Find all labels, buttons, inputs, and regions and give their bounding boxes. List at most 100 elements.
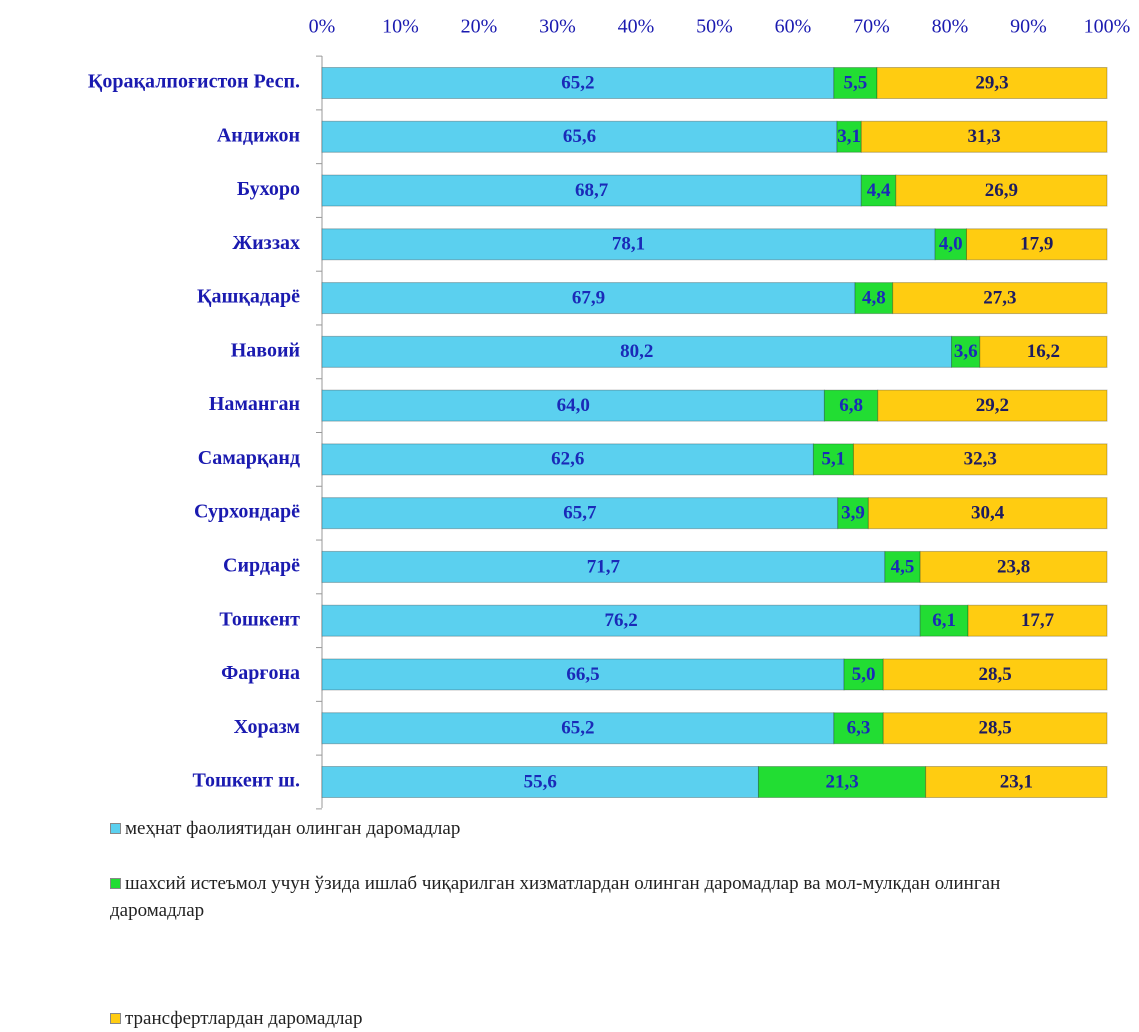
category-label: Наманган <box>209 393 300 415</box>
bar-segment <box>967 604 1108 637</box>
bar-segment <box>812 443 854 476</box>
legend-entry: меҳнат фаолиятидан олинган даромадлар <box>110 815 1070 842</box>
bar-segment <box>877 389 1108 422</box>
legend-swatch <box>110 878 121 889</box>
value-label: 4,0 <box>939 234 963 255</box>
value-label: 29,2 <box>976 395 1009 416</box>
category-label: Жиззах <box>232 232 300 254</box>
bar-segment <box>833 712 884 745</box>
bar-segment <box>965 228 1108 261</box>
bar-segment <box>321 389 825 422</box>
bar-segment <box>321 335 953 368</box>
x-tick-label: 90% <box>1010 16 1047 38</box>
value-label: 65,2 <box>561 718 594 739</box>
value-label: 62,6 <box>551 449 584 470</box>
chart: 0% 10% 20% 30% 40% 50% 60% 70% 80% 90% 100% Қорақал… <box>88 16 1130 810</box>
value-label: 80,2 <box>620 341 653 362</box>
value-label: 66,5 <box>566 664 599 685</box>
bar-segment <box>757 766 927 798</box>
value-label: 21,3 <box>825 771 858 792</box>
value-label: 3,6 <box>954 341 978 362</box>
bar-segment <box>836 120 862 153</box>
category-label: Хоразм <box>234 716 300 738</box>
bar-segment <box>321 766 759 798</box>
value-label: 4,5 <box>891 556 915 577</box>
category-label: Сурхондарё <box>194 501 300 523</box>
bar-segment <box>321 174 862 207</box>
bar-segment <box>867 497 1108 530</box>
bar-segment <box>919 604 969 637</box>
category-label: Андижон <box>217 124 300 146</box>
value-label: 3,1 <box>837 126 861 147</box>
value-label: 5,5 <box>844 72 868 93</box>
x-tick-label: 20% <box>461 16 498 38</box>
value-label: 55,6 <box>524 771 557 792</box>
category-label: Самарқанд <box>198 447 300 469</box>
value-label: 30,4 <box>971 503 1005 524</box>
value-label: 67,9 <box>572 287 605 308</box>
value-label: 64,0 <box>557 395 590 416</box>
bar-segment <box>882 712 1108 745</box>
bar-segment <box>852 443 1108 476</box>
legend-label: меҳнат фаолиятидан олинган даромадлар <box>125 818 461 839</box>
category-label: Қорақалпоғистон Респ. <box>88 71 300 93</box>
value-label: 4,8 <box>862 287 886 308</box>
bar-segment <box>321 550 886 583</box>
value-label: 23,8 <box>997 556 1030 577</box>
bar-segment <box>321 67 835 99</box>
value-label: 28,5 <box>979 718 1012 739</box>
value-label: 27,3 <box>983 287 1016 308</box>
bar-segment <box>892 282 1108 315</box>
bar-segment <box>833 67 878 99</box>
x-tick-label: 0% <box>309 16 336 38</box>
bar-segment <box>321 658 845 691</box>
legend-label: шахсий истеъмол учун ўзида ишлаб чиқарил… <box>110 873 1001 921</box>
category-label: Тошкент ш. <box>193 770 300 792</box>
x-tick-label: 80% <box>932 16 969 38</box>
bar-segment <box>882 658 1108 691</box>
value-label: 17,7 <box>1021 610 1055 631</box>
value-label: 71,7 <box>587 556 621 577</box>
value-label: 68,7 <box>575 180 609 201</box>
value-label: 5,0 <box>852 664 876 685</box>
bar-segment <box>934 228 967 261</box>
value-label: 65,2 <box>561 72 594 93</box>
category-label: Бухоро <box>237 178 300 200</box>
bar-segment <box>860 120 1108 153</box>
bar-segment <box>895 174 1108 207</box>
bar-segment <box>321 228 936 261</box>
value-label: 32,3 <box>964 449 997 470</box>
x-tick-label: 70% <box>853 16 890 38</box>
bar-segment <box>823 389 879 422</box>
bar-segment <box>321 282 856 315</box>
value-label: 29,3 <box>975 72 1008 93</box>
x-tick-label: 40% <box>618 16 655 38</box>
value-label: 3,9 <box>841 503 865 524</box>
category-label: Қашқадарё <box>197 286 300 308</box>
bar-segment <box>843 658 884 691</box>
legend-swatch <box>110 823 121 834</box>
value-label: 78,1 <box>612 234 645 255</box>
x-tick-label: 60% <box>775 16 812 38</box>
bar-segment <box>876 67 1108 99</box>
category-label: Фарғона <box>221 662 300 684</box>
category-label: Сирдарё <box>223 555 300 577</box>
legend-entry: трансфертлардан даромадлар <box>110 1005 1070 1032</box>
bar-segment <box>979 335 1108 368</box>
value-label: 23,1 <box>1000 771 1033 792</box>
value-label: 6,1 <box>932 610 956 631</box>
value-label: 6,3 <box>847 718 871 739</box>
value-label: 17,9 <box>1020 234 1053 255</box>
value-label: 16,2 <box>1027 341 1060 362</box>
value-label: 26,9 <box>985 180 1018 201</box>
bar-segment <box>854 282 894 315</box>
category-label: Навоий <box>231 339 300 361</box>
category-label: Тошкент <box>219 608 300 630</box>
bar-segment <box>860 174 897 207</box>
value-label: 5,1 <box>822 449 846 470</box>
bar-segment <box>321 443 814 476</box>
value-label: 4,4 <box>867 180 891 201</box>
x-tick-label: 50% <box>696 16 733 38</box>
bar-segment <box>919 550 1108 583</box>
